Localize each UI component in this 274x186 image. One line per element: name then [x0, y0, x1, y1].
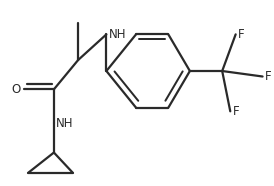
Text: NH: NH [56, 117, 73, 130]
Text: F: F [232, 105, 239, 118]
Text: NH: NH [109, 28, 126, 41]
Text: F: F [265, 70, 271, 83]
Text: F: F [238, 28, 244, 41]
Text: O: O [12, 83, 21, 96]
